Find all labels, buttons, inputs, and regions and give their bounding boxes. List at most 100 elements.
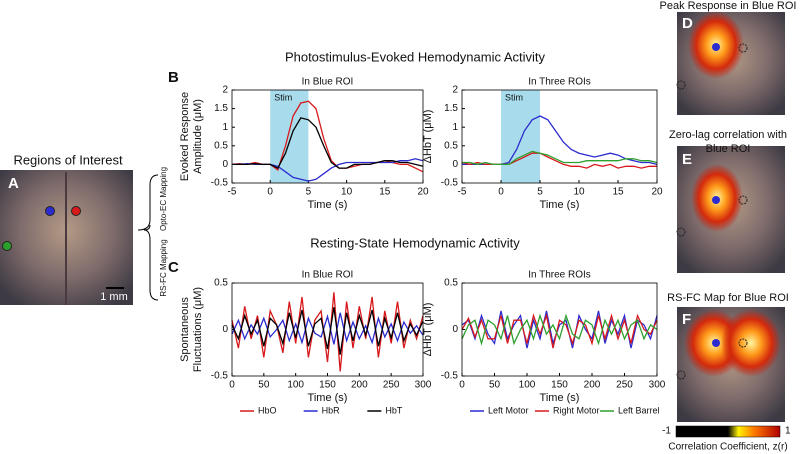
y-tick-label: 0.5 (444, 278, 458, 289)
x-tick-label: 20 (651, 187, 663, 198)
x-tick-label: 250 (383, 380, 400, 391)
plot-frame (231, 89, 424, 184)
x-tick-label: 10 (573, 187, 585, 198)
x-axis-label: Time (s) (540, 199, 580, 211)
chart-title: In Blue ROI (302, 270, 354, 281)
x-tick-label: 0 (267, 187, 273, 198)
y-axis-label: ΔHbT (μM) (422, 110, 434, 164)
panel-label: F (682, 311, 691, 328)
colorbar-tick: 1 (785, 426, 791, 437)
series-line (461, 310, 658, 349)
roi-green (2, 241, 12, 251)
colorbar-tick: -1 (662, 426, 671, 437)
x-tick-label: 20 (417, 187, 429, 198)
panel-label: D (682, 15, 693, 32)
plot-frame (231, 282, 424, 377)
x-tick-label: 50 (489, 380, 501, 391)
series-line (461, 313, 658, 346)
x-tick-label: 300 (649, 380, 666, 391)
y-tick-label: 0 (222, 324, 228, 335)
chart-title: In Three ROIs (528, 77, 591, 88)
brace (137, 174, 159, 301)
plot-frame (461, 89, 658, 184)
chart-title: In Blue ROI (302, 77, 354, 88)
y-tick-label: -0.5 (211, 178, 229, 189)
y-axis-label: ΔHbT (μM) (422, 303, 434, 357)
chart: In Three ROIs-0.500.50 50 100 150 200 250 300T… (422, 270, 666, 416)
y-axis-label: Spontaneous (179, 297, 191, 362)
plot-frame (461, 282, 658, 377)
y-tick-label: 2 (452, 85, 458, 96)
stim-label: Stim (505, 92, 523, 102)
roi-red (71, 206, 81, 216)
x-tick-label: 300 (415, 380, 432, 391)
legend-label: Right Motor (553, 405, 600, 415)
panel-label: E (682, 151, 692, 168)
map-e (676, 146, 785, 273)
section-title: Photostimulus-Evoked Hemodynamic Activit… (285, 49, 546, 64)
x-tick-label: 200 (351, 380, 368, 391)
colorbar (675, 425, 781, 438)
x-axis-label: Time (s) (308, 392, 348, 404)
y-tick-label: 0 (222, 159, 228, 170)
series-line (231, 312, 424, 345)
x-tick-label: 100 (287, 380, 304, 391)
x-tick-label: 0 (459, 380, 465, 391)
scale-label: 1 mm (100, 291, 128, 303)
y-tick-label: 0.5 (444, 140, 458, 151)
y-tick-label: 0 (452, 159, 458, 170)
x-tick-label: 200 (584, 380, 601, 391)
map-title: Peak Response in Blue ROI (660, 0, 797, 12)
chart: In Blue ROI Stim -0.5 0 0.5 1 1.5 2 -5 0 5 10 15 20 Ti… (179, 77, 429, 211)
roi-blue (45, 206, 55, 216)
series-line (462, 150, 658, 166)
panel-label: A (8, 175, 19, 192)
legend-label: Left Motor (488, 405, 529, 415)
y-axis-label: Evoked Response (179, 92, 191, 181)
y-tick-label: 2 (222, 85, 228, 96)
x-tick-label: 150 (551, 380, 568, 391)
x-tick-label: 15 (612, 187, 624, 198)
x-tick-label: 0 (498, 187, 504, 198)
x-axis-label: Time (s) (540, 392, 580, 404)
colorbar-label: Correlation Coefficient, z(r) (668, 442, 787, 453)
y-tick-label: 0 (452, 324, 458, 335)
y-tick-label: 1.5 (444, 103, 458, 114)
y-tick-label: -0.5 (441, 178, 459, 189)
chart-title: In Three ROIs (528, 270, 591, 281)
panel-label: B (168, 69, 179, 86)
y-tick-label: 0.5 (214, 278, 228, 289)
y-tick-label: 1.5 (214, 103, 228, 114)
series-line (232, 117, 424, 169)
y-tick-label: -0.5 (211, 371, 229, 382)
stim-label: Stim (274, 92, 292, 102)
roi-title: Regions of Interest (13, 152, 123, 167)
mapping-label: RS-FC Mapping (159, 239, 168, 296)
x-tick-label: 15 (379, 187, 391, 198)
map-title: RS-FC Map for Blue ROI (667, 292, 789, 304)
y-tick-label: 1 (452, 122, 458, 133)
x-tick-label: 250 (616, 380, 633, 391)
stim-window (501, 90, 540, 183)
x-tick-label: 150 (319, 380, 336, 391)
chart: In Blue ROI-0.500.50 50 100 150 200 250 300Tim… (179, 270, 432, 416)
section-title: Resting-State Hemodynamic Activity (310, 235, 520, 250)
x-tick-label: 5 (306, 187, 312, 198)
x-tick-label: -5 (228, 187, 237, 198)
series-line (461, 313, 658, 349)
chart: In Three ROIs Stim -0.5 0 0.5 1 1.5 2 -5 0 5 10 15 20… (422, 77, 663, 211)
map-f (676, 307, 785, 422)
series-line (232, 158, 424, 182)
mapping-label: Opto-EC Mapping (159, 167, 168, 231)
y-axis-label: Fluctuations (μM) (192, 287, 204, 372)
x-tick-label: 10 (341, 187, 353, 198)
series-line (231, 307, 424, 355)
y-tick-label: 0.5 (214, 140, 228, 151)
y-tick-label: 1 (222, 122, 228, 133)
x-tick-label: 100 (519, 380, 536, 391)
map-title: Zero-lag correlation with (669, 129, 787, 141)
map-d (676, 11, 785, 115)
legend-label: HbO (258, 405, 277, 415)
panel-label: C (168, 259, 179, 276)
